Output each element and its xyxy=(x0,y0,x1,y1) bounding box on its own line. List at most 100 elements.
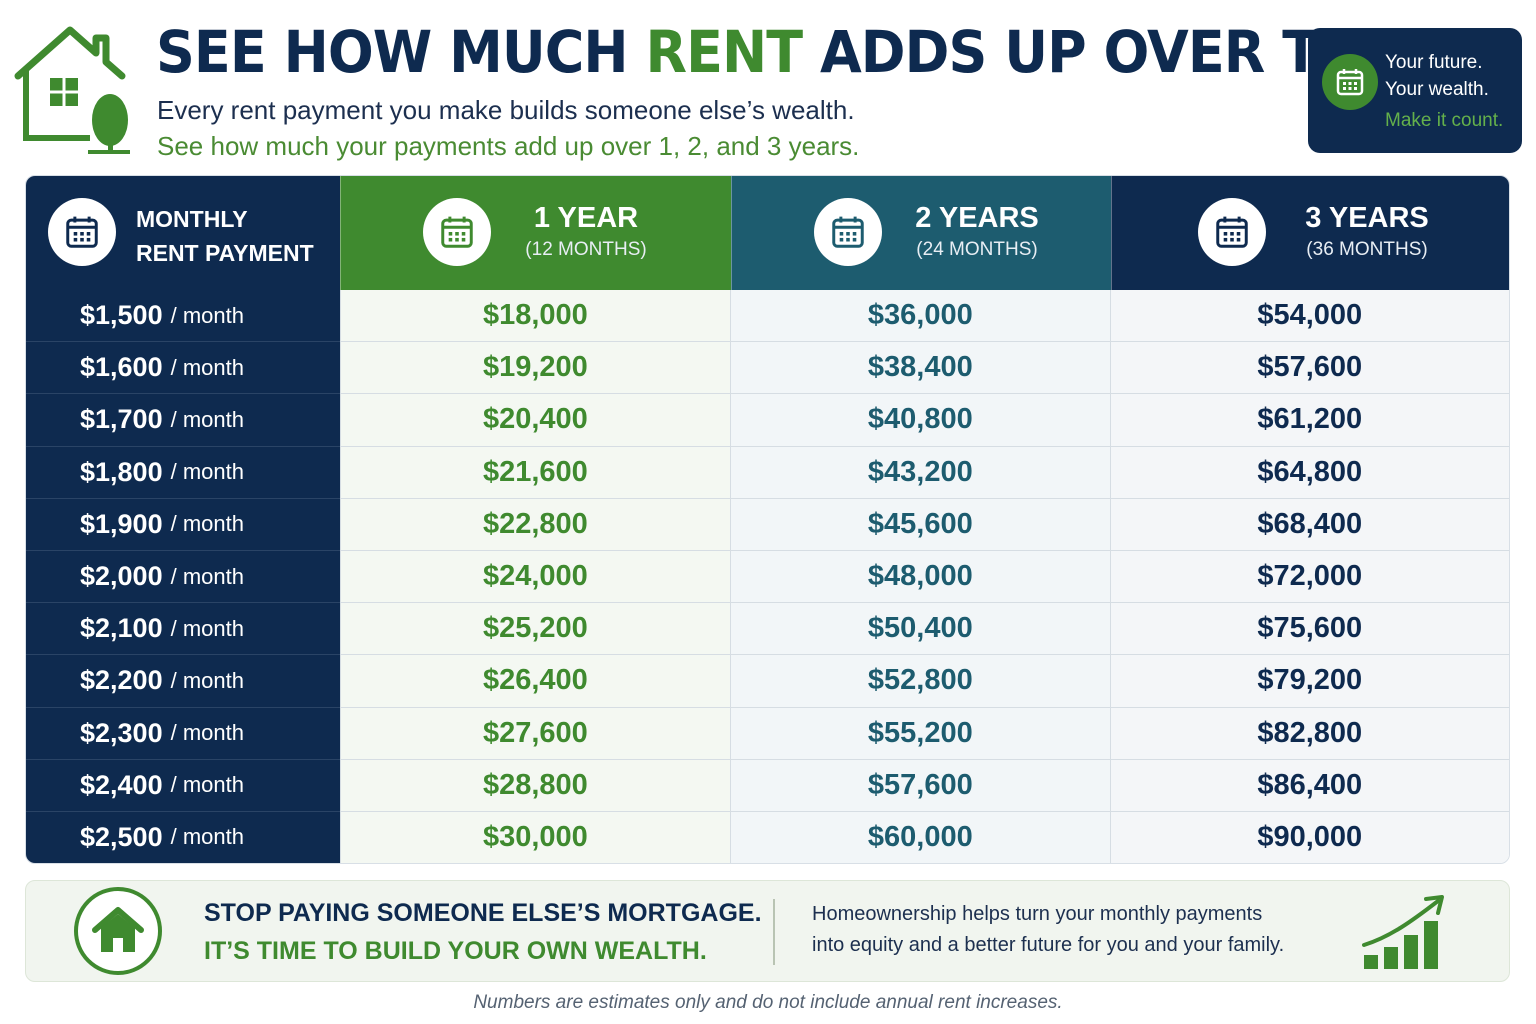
rent-cell: $2,200 / month xyxy=(26,655,340,708)
header-3-years: 3 YEARS (36 MONTHS) xyxy=(1111,176,1509,290)
header-col1-title: 1 YEAR xyxy=(533,202,639,234)
subtitle-line-1: Every rent payment you make builds someo… xyxy=(157,95,855,125)
rent-table: MONTHLY RENT PAYMENT 1 YEAR (12 MONTHS) xyxy=(25,175,1510,864)
banner-headline-1: STOP PAYING SOMEONE ELSE’S MORTGAGE. xyxy=(204,899,762,927)
rent-cell: $2,000 / month xyxy=(26,550,340,604)
one-year-total: $28,800 xyxy=(339,759,731,812)
three-year-total: $75,600 xyxy=(1109,603,1509,656)
per-month-label: / month xyxy=(170,772,244,798)
two-year-total: $45,600 xyxy=(730,498,1110,551)
header-col0-line1: MONTHLY xyxy=(136,206,248,232)
three-year-total: $54,000 xyxy=(1109,290,1509,343)
one-year-total: $24,000 xyxy=(339,550,731,604)
rent-amount: $2,400 xyxy=(80,769,163,800)
banner-headline-2: IT’S TIME TO BUILD YOUR OWN WEALTH. xyxy=(204,937,707,965)
badge-line-3: Make it count. xyxy=(1385,110,1504,131)
two-year-total: $52,800 xyxy=(730,655,1110,708)
calendar-icon xyxy=(48,198,116,266)
header-col1-subtitle: (12 MONTHS) xyxy=(525,239,647,260)
per-month-label: / month xyxy=(170,720,244,746)
header-col2-text: 2 YEARS (24 MONTHS) xyxy=(882,202,1072,261)
table-body: $1,500 / month $18,000 $36,000 $54,000 $1… xyxy=(26,290,1509,863)
house-icon xyxy=(74,887,162,975)
rent-cell: $2,400 / month xyxy=(26,759,340,812)
three-year-total: $57,600 xyxy=(1109,342,1509,395)
two-year-total: $40,800 xyxy=(730,394,1110,447)
two-year-total: $55,200 xyxy=(730,707,1110,760)
growth-chart-icon xyxy=(1362,895,1444,969)
table-row: $2,200 / month $26,400 $52,800 $79,200 xyxy=(26,655,1509,708)
one-year-total: $25,200 xyxy=(339,603,731,656)
two-year-total: $43,200 xyxy=(730,446,1110,499)
calendar-icon xyxy=(1198,198,1266,266)
header-col3-subtitle: (36 MONTHS) xyxy=(1306,239,1428,260)
two-year-total: $60,000 xyxy=(730,811,1110,863)
subtitle-line-2: See how much your payments add up over 1… xyxy=(157,131,860,161)
rent-cell: $2,300 / month xyxy=(26,707,340,760)
rent-amount: $2,000 xyxy=(80,561,163,592)
rent-amount: $2,200 xyxy=(80,665,163,696)
banner-text-line-1: Homeownership helps turn your monthly pa… xyxy=(812,903,1263,925)
badge-line-1: Your future. xyxy=(1385,52,1483,73)
table-row: $2,300 / month $27,600 $55,200 $82,800 xyxy=(26,707,1509,760)
per-month-label: / month xyxy=(170,302,244,328)
table-row: $2,100 / month $25,200 $50,400 $75,600 xyxy=(26,603,1509,656)
badge-line-2: Your wealth. xyxy=(1385,79,1489,100)
rent-cell: $1,600 / month xyxy=(26,342,340,395)
page-title: SEE HOW MUCH RENT ADDS UP OVER TIME xyxy=(156,18,1427,86)
rent-amount: $2,300 xyxy=(80,717,163,748)
rent-amount: $2,500 xyxy=(80,821,163,852)
table-row: $1,800 / month $21,600 $43,200 $64,800 xyxy=(26,446,1509,499)
header-col2-title: 2 YEARS xyxy=(915,202,1039,234)
call-to-action-banner: STOP PAYING SOMEONE ELSE’S MORTGAGE. IT’… xyxy=(25,880,1510,982)
per-month-label: / month xyxy=(170,667,244,693)
one-year-total: $30,000 xyxy=(339,811,731,863)
one-year-total: $19,200 xyxy=(339,342,731,395)
one-year-total: $22,800 xyxy=(339,498,731,551)
rent-amount: $1,600 xyxy=(80,352,163,383)
rent-amount: $1,900 xyxy=(80,508,163,539)
header-col0-line2: RENT PAYMENT xyxy=(136,240,314,266)
three-year-total: $64,800 xyxy=(1109,446,1509,499)
three-year-total: $79,200 xyxy=(1109,655,1509,708)
banner-divider xyxy=(773,899,775,965)
two-year-total: $36,000 xyxy=(730,290,1110,343)
table-row: $1,500 / month $18,000 $36,000 $54,000 xyxy=(26,290,1509,343)
table-row: $2,400 / month $28,800 $57,600 $86,400 xyxy=(26,759,1509,812)
rent-amount: $1,500 xyxy=(80,300,163,331)
title-accent: RENT xyxy=(645,18,803,86)
two-year-total: $57,600 xyxy=(730,759,1110,812)
three-year-total: $90,000 xyxy=(1109,811,1509,863)
one-year-total: $27,600 xyxy=(339,707,731,760)
rent-cell: $1,900 / month xyxy=(26,498,340,551)
one-year-total: $18,000 xyxy=(339,290,731,343)
header-col2-subtitle: (24 MONTHS) xyxy=(916,239,1038,260)
header-1-year: 1 YEAR (12 MONTHS) xyxy=(340,176,731,290)
house-tree-logo-icon xyxy=(14,26,130,154)
rent-cell: $1,700 / month xyxy=(26,394,340,447)
table-row: $2,000 / month $24,000 $48,000 $72,000 xyxy=(26,550,1509,604)
rent-cell: $2,500 / month xyxy=(26,811,340,863)
per-month-label: / month xyxy=(170,615,244,641)
header-monthly-rent: MONTHLY RENT PAYMENT xyxy=(26,176,340,290)
header-col3-text: 3 YEARS (36 MONTHS) xyxy=(1272,202,1462,261)
rent-amount: $1,800 xyxy=(80,456,163,487)
rent-amount: $1,700 xyxy=(80,404,163,435)
three-year-total: $61,200 xyxy=(1109,394,1509,447)
three-year-total: $68,400 xyxy=(1109,498,1509,551)
table-header: MONTHLY RENT PAYMENT 1 YEAR (12 MONTHS) xyxy=(26,176,1509,290)
per-month-label: / month xyxy=(170,511,244,537)
two-year-total: $38,400 xyxy=(730,342,1110,395)
table-row: $1,900 / month $22,800 $45,600 $68,400 xyxy=(26,498,1509,551)
calendar-icon xyxy=(1322,54,1378,110)
three-year-total: $72,000 xyxy=(1109,550,1509,604)
rent-cell: $1,500 / month xyxy=(26,290,340,343)
calendar-icon xyxy=(814,198,882,266)
header-col3-title: 3 YEARS xyxy=(1305,202,1429,234)
disclaimer-note: Numbers are estimates only and do not in… xyxy=(473,992,1063,1013)
per-month-label: / month xyxy=(170,354,244,380)
three-year-total: $82,800 xyxy=(1109,707,1509,760)
per-month-label: / month xyxy=(170,824,244,850)
table-row: $1,700 / month $20,400 $40,800 $61,200 xyxy=(26,394,1509,447)
one-year-total: $20,400 xyxy=(339,394,731,447)
